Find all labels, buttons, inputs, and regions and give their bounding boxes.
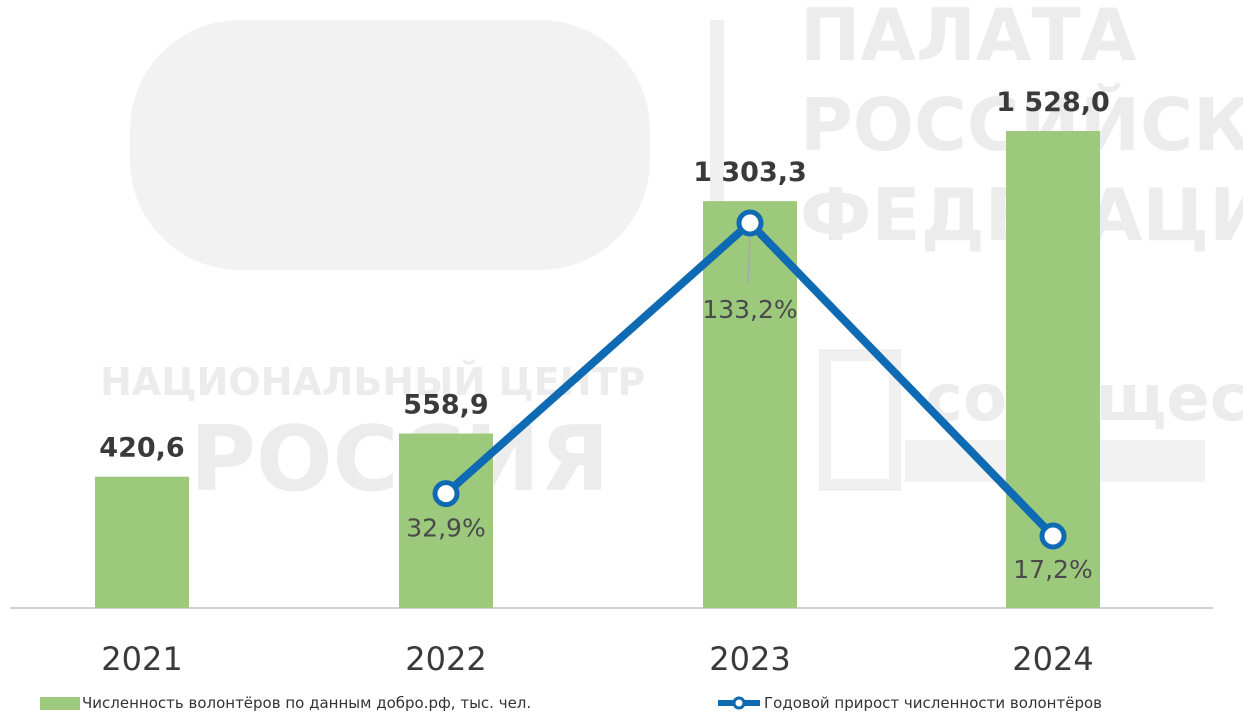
growth-point-2022	[432, 480, 460, 508]
growth-line-layer: 32,9% 133,2% 17,2%	[406, 209, 1093, 584]
x-tick-label-2023: 2023	[709, 640, 790, 678]
bar-2021	[95, 476, 189, 608]
growth-point-2024	[1039, 522, 1067, 550]
bar-labels-layer: 420,6 558,9 1 303,3 1 528,0	[99, 87, 1110, 464]
x-tick-label-2021: 2021	[101, 640, 182, 678]
growth-point-2023	[736, 209, 764, 237]
growth-label-2024: 17,2%	[1013, 555, 1092, 584]
leader-line-2023	[747, 234, 751, 284]
x-tick-label-2024: 2024	[1012, 640, 1093, 678]
watermark-word-1: ПАЛАТА	[800, 0, 1137, 77]
bar-value-label-2021: 420,6	[99, 433, 184, 464]
legend-item-line: Годовой прирост численности волонтёров	[716, 694, 1102, 712]
legend-bar-label: Численность волонтёров по данным добро.р…	[82, 694, 532, 712]
watermark-logo-box	[819, 349, 901, 491]
watermark-emblem	[130, 20, 650, 270]
year-labels-layer: 2021 2022 2023 2024	[101, 640, 1093, 678]
growth-label-2022: 32,9%	[406, 514, 485, 543]
bar-value-label-2023: 1 303,3	[693, 157, 807, 188]
legend-bar-swatch	[40, 696, 80, 710]
legend-line-swatch	[718, 696, 760, 710]
bar-value-label-2022: 558,9	[403, 390, 488, 421]
x-tick-label-2022: 2022	[405, 640, 486, 678]
bar-value-label-2024: 1 528,0	[996, 87, 1110, 118]
growth-label-2023: 133,2%	[702, 295, 797, 324]
bar-2023	[703, 201, 797, 609]
legend-line-label: Годовой прирост численности волонтёров	[764, 694, 1102, 712]
legend-item-bars: Численность волонтёров по данным добро.р…	[40, 694, 531, 712]
legend: Численность волонтёров по данным добро.р…	[0, 690, 1243, 720]
watermark-center-line1: НАЦИОНАЛЬНЫЙ ЦЕНТР	[100, 360, 645, 404]
